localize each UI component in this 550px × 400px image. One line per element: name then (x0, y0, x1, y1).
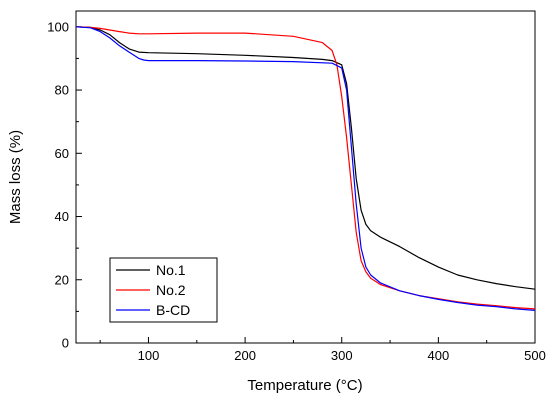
y-tick-label: 20 (55, 272, 69, 287)
y-tick-label: 40 (55, 209, 69, 224)
x-tick-label: 200 (234, 348, 256, 363)
x-tick-label: 500 (524, 348, 546, 363)
x-tick-label: 400 (428, 348, 450, 363)
series-layer (75, 26, 536, 311)
series-line-no-1 (75, 26, 536, 290)
y-tick-label: 60 (55, 146, 69, 161)
x-axis-label: Temperature (°C) (247, 377, 362, 394)
y-axis-label: Mass loss (%) (7, 130, 24, 224)
series-line-no-2 (75, 26, 536, 310)
legend-label: No.2 (156, 282, 186, 298)
legend-label: B-CD (156, 302, 190, 318)
series-line-b-cd (75, 26, 536, 311)
ticks-layer: 100 200 300 400 500 0 20 40 60 80 100 (47, 19, 546, 363)
legend: No.1 No.2 B-CD (109, 257, 218, 323)
legend-label: No.1 (156, 262, 186, 278)
x-tick-label: 300 (331, 348, 353, 363)
x-tick-label: 100 (138, 348, 160, 363)
y-tick-label: 80 (55, 83, 69, 98)
y-tick-label: 100 (47, 19, 69, 34)
plot-frame (75, 10, 536, 344)
y-tick-label: 0 (62, 336, 69, 351)
